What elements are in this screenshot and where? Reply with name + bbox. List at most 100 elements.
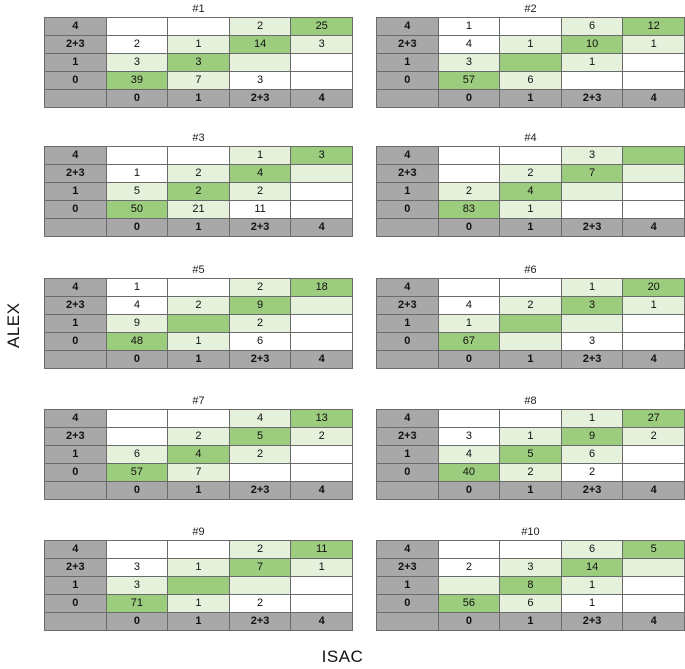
panel-title: #2 bbox=[524, 3, 537, 15]
matrix-cell bbox=[560, 182, 624, 201]
matrix-cell bbox=[437, 409, 501, 428]
column-header: 2+3 bbox=[228, 218, 292, 237]
column-header: 0 bbox=[105, 218, 169, 237]
matrix-row: 4 4 13 bbox=[44, 409, 353, 428]
matrix-panel: #2 4 1 6 12 2+3 4 1 10 1 1 3 1 0 57 6 0 1 2+3 4 bbox=[376, 3, 685, 108]
row-header: 1 bbox=[376, 576, 439, 595]
matrix-cell: 3 bbox=[499, 558, 562, 577]
matrix-cell bbox=[622, 445, 685, 464]
matrix-cell: 25 bbox=[290, 17, 353, 36]
matrix-cell bbox=[560, 314, 624, 333]
corner-cell bbox=[44, 89, 107, 108]
matrix-cell bbox=[290, 332, 353, 351]
column-header: 2+3 bbox=[228, 89, 292, 108]
row-header: 4 bbox=[376, 409, 439, 428]
matrix-cell: 3 bbox=[228, 71, 292, 90]
matrix-cell: 8 bbox=[499, 576, 562, 595]
matrix-row: 2+3 2 7 bbox=[376, 164, 685, 183]
panel-title: #8 bbox=[524, 395, 537, 407]
row-header: 4 bbox=[376, 540, 439, 559]
matrix-cell: 4 bbox=[228, 164, 292, 183]
row-header: 0 bbox=[44, 463, 107, 482]
row-header: 4 bbox=[44, 146, 107, 165]
matrix-cell: 83 bbox=[437, 200, 501, 219]
matrix-cell bbox=[167, 278, 230, 297]
matrix-cell: 1 bbox=[560, 576, 624, 595]
matrix-panel: #7 4 4 13 2+3 2 5 2 1 6 4 2 0 57 7 0 1 2+3 4 bbox=[44, 395, 353, 500]
matrix-cell bbox=[622, 164, 685, 183]
matrix-cell: 21 bbox=[167, 200, 230, 219]
matrix-cell bbox=[167, 17, 230, 36]
column-header: 2+3 bbox=[560, 481, 624, 500]
panel-title: #9 bbox=[192, 526, 205, 538]
row-header: 1 bbox=[376, 314, 439, 333]
row-header: 4 bbox=[376, 17, 439, 36]
matrix-cell: 2 bbox=[167, 164, 230, 183]
matrix-cell bbox=[290, 200, 353, 219]
column-header: 2+3 bbox=[560, 218, 624, 237]
matrix-cell: 4 bbox=[105, 296, 169, 315]
matrix-cell: 6 bbox=[560, 17, 624, 36]
matrix-cell bbox=[167, 314, 230, 333]
column-header-row: 0 1 2+3 4 bbox=[44, 612, 353, 631]
row-header: 1 bbox=[44, 576, 107, 595]
matrix-cell: 2 bbox=[228, 314, 292, 333]
y-axis-label: ALEX bbox=[4, 302, 23, 348]
matrix-cell bbox=[290, 71, 353, 90]
matrix-table: 4 1 20 2+3 4 2 3 1 1 1 0 67 3 0 1 2+3 4 bbox=[376, 278, 685, 369]
matrix-cell: 2 bbox=[228, 182, 292, 201]
column-header: 4 bbox=[290, 481, 353, 500]
row-header: 4 bbox=[376, 278, 439, 297]
matrix-cell: 2 bbox=[167, 296, 230, 315]
matrix-cell bbox=[622, 332, 685, 351]
matrix-cell: 4 bbox=[437, 296, 501, 315]
row-header: 1 bbox=[376, 182, 439, 201]
matrix-row: 4 1 20 bbox=[376, 278, 685, 297]
matrix-cell bbox=[105, 427, 169, 446]
matrix-cell bbox=[437, 576, 501, 595]
matrix-cell: 6 bbox=[499, 71, 562, 90]
matrix-cell: 2 bbox=[105, 35, 169, 54]
column-header: 0 bbox=[437, 612, 501, 631]
matrix-table: 4 2 11 2+3 3 1 7 1 1 3 0 71 1 2 0 1 2+3 4 bbox=[44, 540, 353, 631]
column-header: 1 bbox=[167, 350, 230, 369]
matrix-cell bbox=[499, 409, 562, 428]
matrix-cell: 18 bbox=[290, 278, 353, 297]
matrix-cell bbox=[290, 182, 353, 201]
panel-title: #7 bbox=[192, 395, 205, 407]
row-header: 2+3 bbox=[376, 558, 439, 577]
column-header-row: 0 1 2+3 4 bbox=[44, 350, 353, 369]
matrix-cell: 3 bbox=[560, 146, 624, 165]
matrix-cell bbox=[499, 17, 562, 36]
matrix-cell bbox=[105, 409, 169, 428]
matrix-row: 0 57 6 bbox=[376, 71, 685, 90]
matrix-cell bbox=[499, 540, 562, 559]
matrix-cell bbox=[290, 594, 353, 613]
matrix-cell bbox=[622, 146, 685, 165]
matrix-cell: 4 bbox=[499, 182, 562, 201]
matrix-cell: 20 bbox=[622, 278, 685, 297]
panel-title: #6 bbox=[524, 264, 537, 276]
matrix-row: 4 1 27 bbox=[376, 409, 685, 428]
row-header: 1 bbox=[44, 445, 107, 464]
matrix-cell bbox=[622, 71, 685, 90]
column-header: 1 bbox=[167, 612, 230, 631]
matrix-cell: 39 bbox=[105, 71, 169, 90]
matrix-cell bbox=[622, 200, 685, 219]
column-header: 0 bbox=[105, 350, 169, 369]
matrix-cell: 2 bbox=[499, 296, 562, 315]
matrix-cell bbox=[499, 314, 562, 333]
corner-cell bbox=[376, 350, 439, 369]
x-axis-label: ISAC bbox=[321, 647, 364, 666]
matrix-row: 2+3 1 2 4 bbox=[44, 164, 353, 183]
matrix-cell bbox=[228, 463, 292, 482]
matrix-cell: 12 bbox=[622, 17, 685, 36]
matrix-cell bbox=[167, 146, 230, 165]
matrix-cell bbox=[437, 146, 501, 165]
row-header: 1 bbox=[44, 182, 107, 201]
